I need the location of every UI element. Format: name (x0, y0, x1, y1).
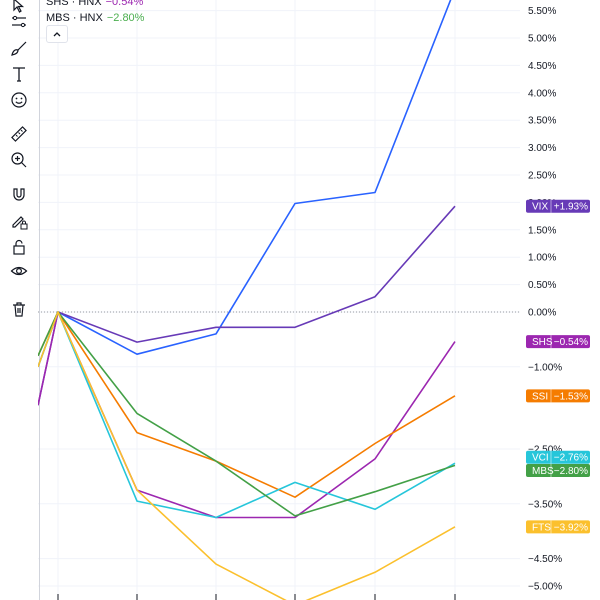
series-line-ssi[interactable] (37, 311, 456, 499)
price-label-value: −1.53% (554, 391, 588, 402)
price-label-bg (526, 389, 590, 403)
legend-symbol: MBS · HNX (46, 12, 103, 24)
legend: SHS · HNX −0.54% MBS · HNX −2.80% (46, 0, 144, 26)
price-label-shs: SHS −0.54% (526, 335, 590, 349)
price-label-symbol: VIX (532, 202, 548, 213)
trend-line-tool-icon[interactable] (8, 11, 30, 33)
price-label-value: −0.54% (554, 337, 588, 348)
y-tick-label: −1.00% (528, 362, 562, 373)
series-line-fts[interactable] (37, 311, 456, 600)
series-line-vix[interactable] (37, 205, 456, 406)
price-labels: VIX +1.93%SHS −0.54%SSI −1.53%VCI −2.76%MBS −… (526, 199, 590, 534)
price-label-value: −2.76% (554, 453, 588, 464)
eye-tool-icon[interactable] (8, 260, 30, 282)
price-label-ssi: SSI −1.53% (526, 389, 590, 403)
y-tick-label: 0.00% (528, 308, 556, 319)
price-label-bg (526, 450, 590, 464)
brush-tool-icon[interactable] (8, 37, 30, 59)
legend-change: −0.54% (105, 0, 144, 8)
lock-tool-icon[interactable] (8, 236, 30, 258)
legend-row-mbs: MBS · HNX −2.80% (46, 10, 144, 26)
price-label-fts: FTS −3.92% (526, 520, 590, 534)
price-label-symbol: MBS (532, 466, 554, 477)
grid-layer (38, 0, 520, 600)
y-tick-label: 3.00% (528, 143, 556, 154)
price-axis: 5.50%5.00%4.50%4.00%3.50%3.00%2.50%2.00%… (528, 6, 562, 592)
drawing-toolbar (0, 0, 38, 600)
price-label-symbol: SSI (532, 391, 548, 402)
y-tick-label: −3.50% (528, 499, 562, 510)
price-label-bg (526, 199, 590, 213)
legend-row-shs: SHS · HNX −0.54% (46, 0, 144, 10)
legend-change: −2.80% (106, 12, 145, 24)
legend-symbol: SHS · HNX (46, 0, 102, 8)
price-label-bg (526, 520, 590, 534)
price-label-value: −3.92% (554, 522, 588, 533)
trash-tool-icon[interactable] (8, 298, 30, 320)
y-tick-label: 5.50% (528, 6, 556, 17)
lock-drawing-tool-icon[interactable] (8, 210, 30, 232)
series-layer (37, 0, 456, 600)
legend-collapse-button[interactable] (46, 25, 68, 43)
magnet-tool-icon[interactable] (8, 184, 30, 206)
cursor-tool-icon[interactable] (8, 0, 30, 16)
price-label-bg (526, 463, 590, 477)
chevron-up-icon (53, 32, 61, 37)
price-label-bg (526, 335, 590, 349)
y-tick-label: 5.00% (528, 34, 556, 45)
emoji-tool-icon[interactable] (8, 89, 30, 111)
y-tick-label: 4.00% (528, 88, 556, 99)
zoom-in-tool-icon[interactable] (8, 149, 30, 171)
price-label-symbol: FTS (532, 522, 551, 533)
y-tick-label: −4.50% (528, 554, 562, 565)
y-tick-label: 1.50% (528, 225, 556, 236)
price-label-symbol: VCI (532, 453, 549, 464)
ruler-tool-icon[interactable] (8, 123, 30, 145)
price-label-value: −2.80% (554, 466, 588, 477)
y-tick-label: −2.50% (528, 445, 562, 456)
price-label-symbol: SHS (532, 337, 553, 348)
price-label-vix: VIX +1.93% (526, 199, 590, 213)
text-tool-icon[interactable] (8, 63, 30, 85)
y-tick-label: 3.50% (528, 116, 556, 127)
price-label-vci: VCI −2.76% (526, 450, 590, 464)
y-tick-label: 0.50% (528, 280, 556, 291)
y-tick-label: 2.50% (528, 171, 556, 182)
y-tick-label: −5.00% (528, 582, 562, 593)
price-label-value: +1.93% (554, 202, 588, 213)
y-tick-label: 1.00% (528, 253, 556, 264)
y-tick-label: 4.50% (528, 61, 556, 72)
price-label-mbs: MBS −2.80% (526, 463, 590, 477)
